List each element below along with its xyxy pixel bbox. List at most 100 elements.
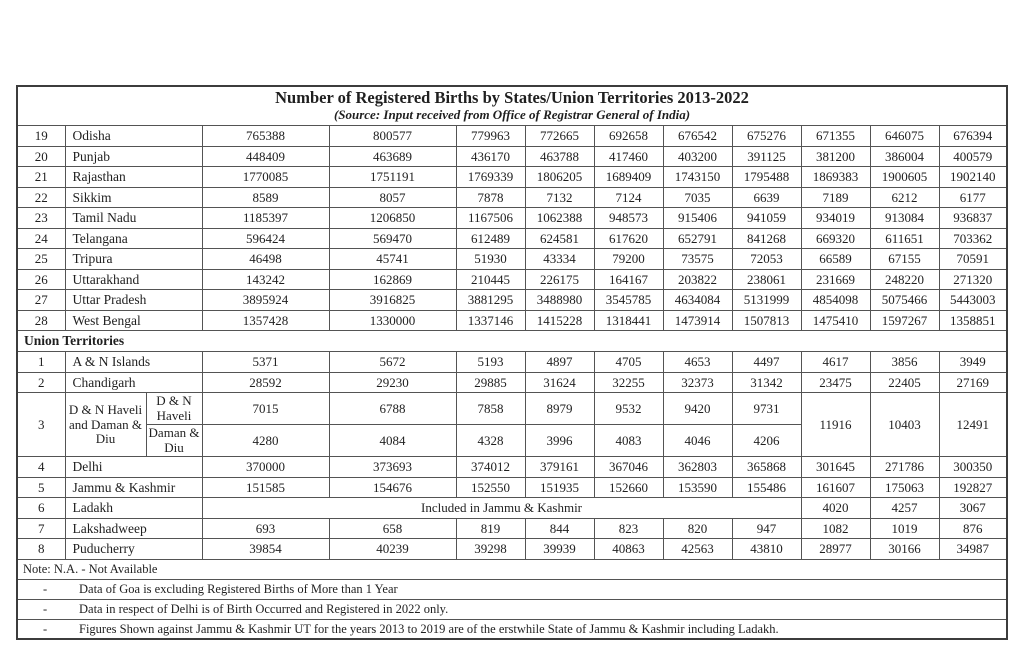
cell-value: 301645 (800, 456, 871, 478)
cell-value: 7015 (201, 392, 330, 426)
cell-value: 386004 (869, 145, 940, 168)
cell-value: 3067 (938, 497, 1008, 519)
cell-value: 143242 (201, 268, 330, 291)
cell-value: 876 (938, 517, 1008, 540)
cell-value: 617620 (593, 227, 664, 250)
cell-value: 203822 (662, 268, 733, 291)
cell-value: 3916825 (328, 289, 457, 311)
table-row: 25 Tripura 46498 45741 51930 43334 79200 73575 7… (16, 248, 1008, 270)
cell-value: 4854098 (800, 289, 871, 311)
cell-value: 32373 (662, 371, 733, 394)
cell-value: 4897 (524, 351, 595, 373)
cell-value: 3881295 (455, 289, 526, 311)
cell-value: 365868 (731, 456, 802, 478)
cell-value: 162869 (328, 268, 457, 291)
note-bullet-row: - Data of Goa is excluding Registered Bir… (16, 578, 1008, 600)
cell-value: 692658 (593, 125, 664, 147)
cell-region-name: Tamil Nadu (64, 207, 203, 229)
table-row: Daman & Diu 4280 4084 4328 3996 4083 4046 4206 (17, 424, 1007, 458)
cell-value: 67155 (869, 248, 940, 270)
cell-value: 1743150 (662, 166, 733, 188)
cell-value: 1900605 (869, 166, 940, 188)
cell-value: 913084 (869, 207, 940, 229)
cell-value: 6177 (938, 186, 1008, 209)
cell-region-name: Uttarakhand (64, 268, 203, 291)
cell-value: 34987 (938, 538, 1008, 560)
cell-value: 4257 (869, 497, 940, 519)
cell-value: 675276 (731, 125, 802, 147)
cell-value: 1357428 (201, 309, 330, 332)
cell-value: 1062388 (524, 207, 595, 229)
table-row: 19 Odisha 765388 800577 779963 772665 692658 67… (16, 125, 1008, 147)
cell-value: 5193 (455, 351, 526, 373)
note-bullet-row: - Figures Shown against Jammu & Kashmir U… (16, 618, 1008, 640)
cell-value: 765388 (201, 125, 330, 147)
note-text: Figures Shown against Jammu & Kashmir UT… (79, 621, 779, 636)
cell-value: 569470 (328, 227, 457, 250)
cell-value: 7189 (800, 186, 871, 209)
cell-region-name: Punjab (64, 145, 203, 168)
cell-value: 4653 (662, 351, 733, 373)
section-header-union-territories: Union Territories (16, 330, 1008, 353)
cell-value: 624581 (524, 227, 595, 250)
cell-serial-number: 22 (16, 186, 66, 209)
cell-value: 4083 (593, 424, 664, 458)
cell-value: 1082 (800, 517, 871, 540)
table-title: Number of Registered Births by States/Un… (275, 88, 749, 107)
cell-value: 152660 (593, 476, 664, 499)
cell-value: 210445 (455, 268, 526, 291)
cell-value: 1473914 (662, 309, 733, 332)
cell-value: 1751191 (328, 166, 457, 188)
cell-value: 948573 (593, 207, 664, 229)
cell-value: 374012 (455, 456, 526, 478)
note-text: Data in respect of Delhi is of Birth Occ… (79, 601, 449, 616)
table-row: 4 Delhi 370000 373693 374012 379161 367046 3628… (16, 456, 1008, 478)
cell-value: 1597267 (869, 309, 940, 332)
cell-value: 66589 (800, 248, 871, 270)
cell-serial-number: 5 (16, 476, 66, 499)
cell-value: 4084 (328, 424, 457, 458)
cell-value: 3895924 (201, 289, 330, 311)
cell-value: 4705 (593, 351, 664, 373)
cell-value: 152550 (455, 476, 526, 499)
table-row: 8 Puducherry 39854 40239 39298 39939 40863 4256… (16, 538, 1008, 560)
cell-value: 238061 (731, 268, 802, 291)
cell-value: 27169 (938, 371, 1008, 394)
cell-serial-number: 25 (16, 248, 66, 270)
cell-merged-value: 12491 (938, 392, 1008, 458)
cell-value: 379161 (524, 456, 595, 478)
cell-value: 391125 (731, 145, 802, 168)
cell-region-name: Chandigarh (64, 371, 203, 394)
cell-value: 819 (455, 517, 526, 540)
table-row: 20 Punjab 448409 463689 436170 463788 417460 40… (16, 145, 1008, 168)
cell-region-name: Lakshadweep (64, 517, 203, 540)
table-row: 26 Uttarakhand 143242 162869 210445 226175 164… (16, 268, 1008, 291)
note-na-line: Note: N.A. - Not Available (16, 558, 1008, 580)
cell-value: 23475 (800, 371, 871, 394)
cell-sub-region-name: Daman & Diu (145, 424, 203, 458)
cell-value: 936837 (938, 207, 1008, 229)
cell-value: 192827 (938, 476, 1008, 499)
cell-value: 231669 (800, 268, 871, 291)
cell-region-name: A & N Islands (64, 351, 203, 373)
cell-value: 947 (731, 517, 802, 540)
cell-serial-number: 24 (16, 227, 66, 250)
cell-value: 463788 (524, 145, 595, 168)
title-row: Number of Registered Births by States/Un… (16, 85, 1008, 127)
cell-value: 1167506 (455, 207, 526, 229)
table-row: 24 Telangana 596424 569470 612489 624581 61762… (16, 227, 1008, 250)
cell-value: 70591 (938, 248, 1008, 270)
cell-value: 46498 (201, 248, 330, 270)
cell-value: 693 (201, 517, 330, 540)
cell-value: 7858 (455, 392, 526, 426)
table-row: - Figures Shown against Jammu & Kashmir U… (16, 618, 1008, 640)
cell-region-name: D & N Haveli and Daman & Diu (64, 392, 147, 458)
cell-value: 5672 (328, 351, 457, 373)
cell-serial-number: 26 (16, 268, 66, 291)
cell-value: 436170 (455, 145, 526, 168)
cell-value: 248220 (869, 268, 940, 291)
cell-serial-number: 8 (16, 538, 66, 560)
cell-value: 1902140 (938, 166, 1008, 188)
